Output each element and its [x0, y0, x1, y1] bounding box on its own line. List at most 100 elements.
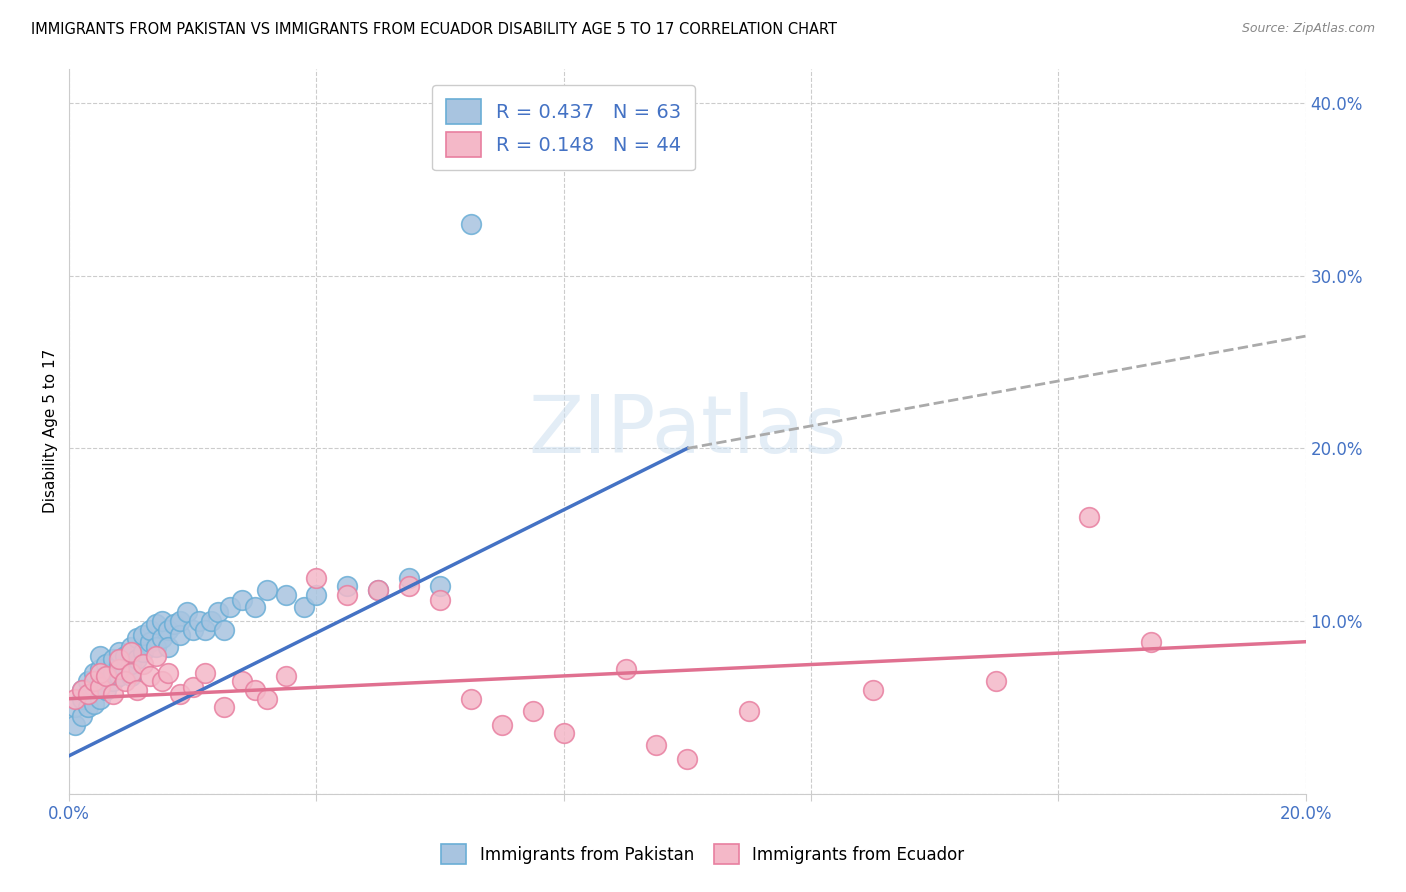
Point — [89, 665, 111, 680]
Legend: R = 0.437   N = 63, R = 0.148   N = 44: R = 0.437 N = 63, R = 0.148 N = 44 — [432, 86, 695, 170]
Point — [1078, 510, 1101, 524]
Point — [101, 687, 124, 701]
Point — [212, 700, 235, 714]
Point — [367, 582, 389, 597]
Point — [169, 687, 191, 701]
Point — [132, 628, 155, 642]
Point — [132, 657, 155, 672]
Point — [120, 657, 142, 672]
Point — [207, 606, 229, 620]
Point — [274, 588, 297, 602]
Point — [101, 674, 124, 689]
Point — [181, 680, 204, 694]
Point — [96, 669, 118, 683]
Point — [305, 571, 328, 585]
Point — [107, 662, 129, 676]
Point — [219, 600, 242, 615]
Point — [83, 680, 105, 694]
Point — [89, 680, 111, 694]
Point — [231, 593, 253, 607]
Point — [336, 588, 359, 602]
Point — [114, 662, 136, 676]
Point — [107, 669, 129, 683]
Point — [145, 648, 167, 663]
Point — [107, 652, 129, 666]
Point — [145, 640, 167, 654]
Point — [96, 669, 118, 683]
Point — [367, 582, 389, 597]
Point — [120, 669, 142, 683]
Point — [305, 588, 328, 602]
Point — [614, 662, 637, 676]
Point — [107, 645, 129, 659]
Point — [645, 739, 668, 753]
Point — [76, 674, 98, 689]
Point — [65, 700, 87, 714]
Point — [114, 648, 136, 663]
Text: IMMIGRANTS FROM PAKISTAN VS IMMIGRANTS FROM ECUADOR DISABILITY AGE 5 TO 17 CORRE: IMMIGRANTS FROM PAKISTAN VS IMMIGRANTS F… — [31, 22, 837, 37]
Legend: Immigrants from Pakistan, Immigrants from Ecuador: Immigrants from Pakistan, Immigrants fro… — [434, 838, 972, 871]
Point — [132, 645, 155, 659]
Text: ZIPatlas: ZIPatlas — [529, 392, 846, 470]
Point — [101, 665, 124, 680]
Point — [70, 709, 93, 723]
Point — [491, 717, 513, 731]
Point — [194, 623, 217, 637]
Point — [181, 623, 204, 637]
Point — [150, 674, 173, 689]
Point — [120, 665, 142, 680]
Point — [522, 704, 544, 718]
Point — [70, 683, 93, 698]
Point — [862, 683, 884, 698]
Point — [150, 614, 173, 628]
Point — [460, 217, 482, 231]
Point — [65, 691, 87, 706]
Point — [114, 674, 136, 689]
Point — [127, 652, 149, 666]
Point — [107, 657, 129, 672]
Point — [89, 662, 111, 676]
Point — [676, 752, 699, 766]
Point — [83, 665, 105, 680]
Point — [738, 704, 761, 718]
Point — [150, 632, 173, 646]
Point — [65, 717, 87, 731]
Point — [398, 571, 420, 585]
Point — [89, 674, 111, 689]
Point — [243, 600, 266, 615]
Point — [429, 593, 451, 607]
Point — [1140, 634, 1163, 648]
Point — [274, 669, 297, 683]
Point — [145, 617, 167, 632]
Point — [553, 726, 575, 740]
Point — [138, 623, 160, 637]
Point — [169, 628, 191, 642]
Y-axis label: Disability Age 5 to 17: Disability Age 5 to 17 — [44, 349, 58, 513]
Point — [212, 623, 235, 637]
Point — [256, 691, 278, 706]
Point — [336, 579, 359, 593]
Point — [120, 640, 142, 654]
Point — [292, 600, 315, 615]
Point — [70, 683, 93, 698]
Point — [986, 674, 1008, 689]
Point — [163, 617, 186, 632]
Point — [157, 623, 180, 637]
Point — [429, 579, 451, 593]
Point — [96, 683, 118, 698]
Point — [127, 632, 149, 646]
Point — [231, 674, 253, 689]
Point — [101, 652, 124, 666]
Point — [138, 634, 160, 648]
Point — [138, 669, 160, 683]
Point — [89, 648, 111, 663]
Point — [200, 614, 222, 628]
Point — [460, 691, 482, 706]
Point — [398, 579, 420, 593]
Point — [96, 657, 118, 672]
Point — [76, 687, 98, 701]
Point — [157, 640, 180, 654]
Point — [76, 687, 98, 701]
Point — [83, 674, 105, 689]
Point — [76, 700, 98, 714]
